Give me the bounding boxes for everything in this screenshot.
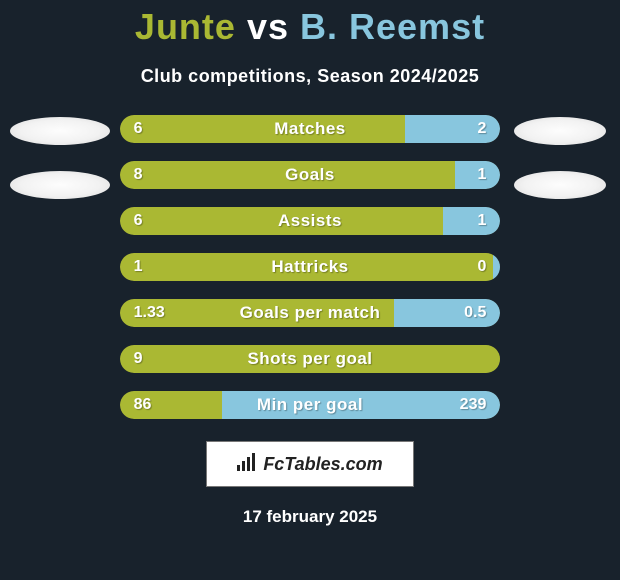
- stat-value-right: 1: [477, 161, 486, 189]
- stat-label: Goals: [120, 161, 501, 189]
- stat-value-right: 239: [460, 391, 487, 419]
- player1-photo-placeholder: [10, 171, 110, 199]
- comparison-content: 6Matches28Goals16Assists11Hattricks01.33…: [0, 115, 620, 419]
- stat-bar: 86Min per goal239: [120, 391, 501, 419]
- stat-bars: 6Matches28Goals16Assists11Hattricks01.33…: [120, 115, 501, 419]
- vs-label: vs: [247, 6, 289, 47]
- chart-icon: [237, 453, 257, 476]
- stat-bar: 6Assists1: [120, 207, 501, 235]
- player1-photo-column: [0, 115, 120, 199]
- stat-bar: 9Shots per goal: [120, 345, 501, 373]
- stat-value-right: 1: [477, 207, 486, 235]
- stat-label: Assists: [120, 207, 501, 235]
- player1-photo-placeholder: [10, 117, 110, 145]
- stat-label: Min per goal: [120, 391, 501, 419]
- stat-value-right: 0.5: [464, 299, 486, 327]
- player2-photo-placeholder: [514, 117, 606, 145]
- player1-name: Junte: [135, 6, 236, 47]
- subtitle: Club competitions, Season 2024/2025: [0, 66, 620, 87]
- footer-date: 17 february 2025: [0, 507, 620, 527]
- stat-bar: 1.33Goals per match0.5: [120, 299, 501, 327]
- stat-label: Goals per match: [120, 299, 501, 327]
- player2-photo-column: [500, 115, 620, 199]
- stat-value-right: 2: [477, 115, 486, 143]
- stat-label: Matches: [120, 115, 501, 143]
- brand-text: FcTables.com: [263, 454, 382, 475]
- stat-label: Hattricks: [120, 253, 501, 281]
- stat-bar: 8Goals1: [120, 161, 501, 189]
- stat-label: Shots per goal: [120, 345, 501, 373]
- comparison-title: Junte vs B. Reemst: [0, 0, 620, 48]
- player2-name: B. Reemst: [300, 6, 485, 47]
- stat-value-right: 0: [477, 253, 486, 281]
- stat-bar: 1Hattricks0: [120, 253, 501, 281]
- player2-photo-placeholder: [514, 171, 606, 199]
- stat-bar: 6Matches2: [120, 115, 501, 143]
- brand-logo[interactable]: FcTables.com: [206, 441, 414, 487]
